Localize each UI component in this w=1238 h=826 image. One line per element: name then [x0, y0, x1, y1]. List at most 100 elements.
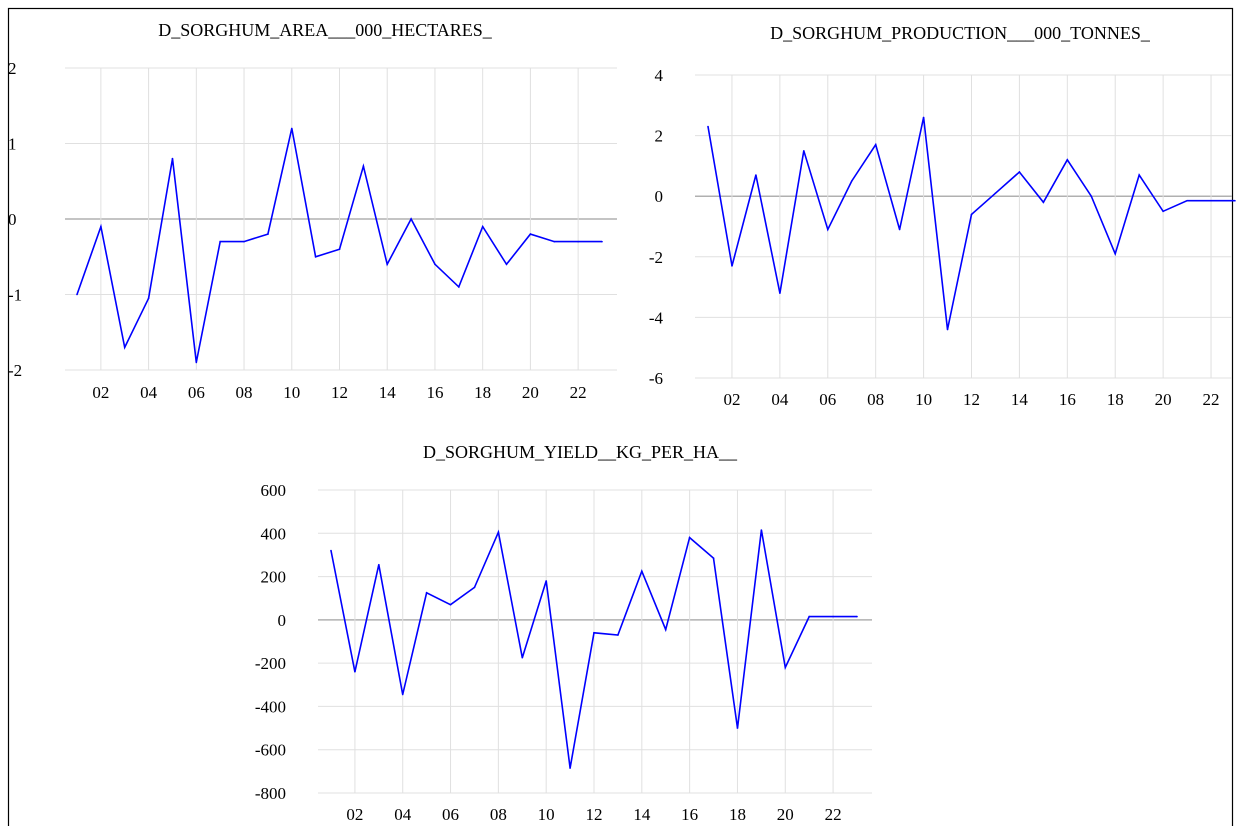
x-tick-label: 06: [442, 805, 459, 824]
x-tick-label: 06: [819, 390, 836, 409]
data-point: [664, 628, 667, 631]
chart-panel-production: D_SORGHUM_PRODUCTION___000_TONNES_ 4 20 -2…: [649, 23, 1236, 409]
data-point: [779, 292, 781, 294]
y-tick-label: -2: [8, 361, 22, 380]
data-point: [449, 603, 452, 606]
data-point: [1162, 210, 1164, 213]
data-point: [601, 240, 603, 243]
y-tick-label: -4: [649, 308, 664, 327]
data-point: [736, 727, 739, 729]
data-point: [330, 549, 332, 552]
x-tick-label: 04: [394, 805, 412, 824]
data-point: [1042, 201, 1045, 204]
data-point: [1090, 195, 1093, 197]
data-point: [362, 165, 365, 167]
x-tick-label: 12: [586, 805, 603, 824]
data-point: [731, 265, 733, 267]
data-point: [410, 218, 412, 220]
data-point: [386, 263, 389, 266]
data-point: [219, 240, 221, 243]
x-tick-label: 08: [236, 383, 253, 402]
data-point: [784, 666, 787, 669]
x-tick-label: 10: [915, 390, 932, 409]
data-point: [898, 228, 901, 231]
data-point: [195, 361, 198, 364]
data-point: [425, 592, 428, 594]
y-tick-label: -2: [649, 248, 663, 267]
data-point: [850, 180, 853, 182]
y-tick-label: -6: [649, 369, 663, 388]
x-tick-label: 14: [633, 805, 651, 824]
y-tick-label: 600: [261, 481, 287, 500]
x-tick-label: 02: [92, 383, 109, 402]
data-point: [569, 767, 571, 769]
y-tick-label: -1: [8, 286, 22, 305]
y-tick-label: 4: [655, 66, 664, 85]
data-point: [803, 149, 805, 152]
data-point: [553, 240, 556, 243]
chart-title: D_SORGHUM_AREA___000_HECTARES_: [158, 20, 493, 40]
x-tick-label: 18: [474, 383, 491, 402]
x-tick-label: 10: [283, 383, 300, 402]
chart-title: D_SORGHUM_PRODUCTION___000_TONNES_: [770, 23, 1151, 43]
data-point: [529, 233, 532, 235]
data-point: [826, 228, 829, 231]
data-point: [922, 116, 925, 119]
y-tick-label: -600: [255, 741, 286, 760]
x-tick-label: 22: [1203, 390, 1220, 409]
x-tick-label: 06: [188, 383, 205, 402]
data-point: [1186, 199, 1188, 202]
data-point: [497, 531, 500, 534]
data-point: [755, 174, 757, 176]
x-tick-label: 14: [1011, 390, 1029, 409]
data-point: [707, 125, 709, 128]
data-point: [521, 656, 524, 659]
data-point: [354, 671, 356, 673]
x-tick-label: 08: [490, 805, 507, 824]
chart-panel-yield: D_SORGHUM_YIELD__KG_PER_HA__ 600 400 200 0 -…: [255, 442, 872, 824]
x-tick-label: 04: [771, 390, 789, 409]
x-tick-label: 02: [346, 805, 363, 824]
data-point: [290, 127, 293, 130]
data-point: [505, 263, 508, 266]
x-tick-label: 10: [538, 805, 555, 824]
x-tick-label: 18: [1107, 390, 1124, 409]
chart-title: D_SORGHUM_YIELD__KG_PER_HA__: [423, 442, 738, 462]
y-tick-label: 2: [655, 127, 664, 146]
y-tick-label: 1: [8, 135, 17, 154]
data-point: [1234, 199, 1236, 202]
data-point: [473, 586, 476, 589]
data-point: [712, 557, 715, 559]
data-point: [1114, 252, 1117, 255]
data-point: [760, 529, 763, 531]
data-point: [856, 615, 858, 618]
x-tick-label: 16: [1059, 390, 1076, 409]
data-point: [1210, 199, 1212, 202]
figure-border: [7, 7, 1234, 826]
x-tick-label: 16: [426, 383, 443, 402]
y-tick-label: 400: [261, 524, 287, 543]
data-point: [243, 240, 245, 243]
x-tick-label: 08: [867, 390, 884, 409]
data-point: [171, 157, 174, 160]
x-tick-label: 20: [1155, 390, 1172, 409]
x-tick-label: 04: [140, 383, 158, 402]
x-tick-label: 14: [379, 383, 397, 402]
data-point: [874, 143, 877, 146]
data-point: [617, 634, 619, 636]
data-point: [401, 693, 404, 696]
data-point: [593, 632, 595, 634]
x-tick-label: 12: [963, 390, 980, 409]
x-tick-label: 16: [681, 805, 698, 824]
x-tick-label: 22: [570, 383, 587, 402]
data-point: [76, 293, 78, 296]
x-tick-label: 02: [723, 390, 740, 409]
data-point: [1066, 159, 1069, 161]
data-point: [434, 263, 436, 266]
data-point: [1138, 174, 1140, 176]
y-tick-label: 0: [278, 611, 287, 630]
data-point: [481, 225, 484, 228]
data-point: [832, 615, 834, 618]
data-point: [577, 240, 579, 243]
data-point: [338, 248, 341, 250]
